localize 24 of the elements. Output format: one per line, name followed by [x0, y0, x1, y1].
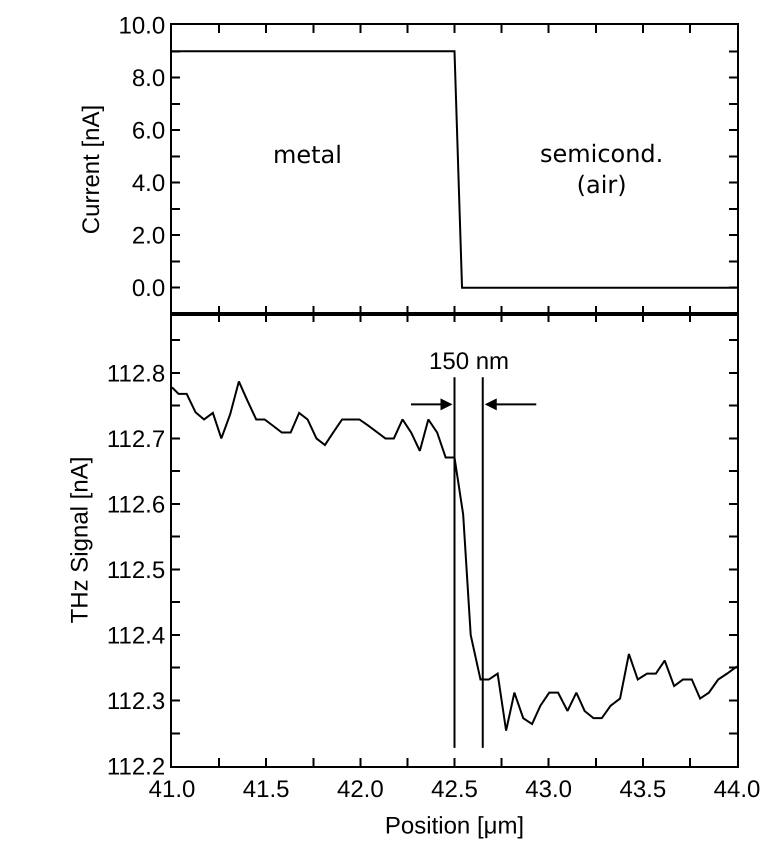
y-tick-label: 112.7: [106, 426, 166, 453]
x-axis-title: Position [μm]: [384, 812, 524, 840]
y-tick-label: 4.0: [132, 170, 166, 198]
y-tick-label: 112.3: [106, 688, 166, 715]
x-tick-label: 43.0: [525, 776, 572, 803]
y-tick-label: 112.8: [106, 360, 166, 388]
y-tick-label: 10.0: [118, 12, 166, 40]
annotation: semicond. (air): [540, 140, 664, 200]
annotation: 150 nm: [429, 348, 510, 375]
y-tick-label: 112.4: [106, 622, 166, 650]
y-tick-label: 112.5: [106, 556, 166, 584]
y-tick-label: 6.0: [132, 117, 166, 144]
y-tick-label: 0.0: [132, 275, 166, 302]
y-tick-label: 112.6: [106, 491, 166, 518]
y-axis-title: THz Signal [nA]: [66, 456, 94, 624]
x-tick-label: 41.5: [242, 776, 290, 803]
y-tick-label: 8.0: [132, 64, 166, 92]
x-tick-label: 44.0: [714, 776, 760, 803]
x-tick-label: 43.5: [619, 776, 666, 803]
x-tick-label: 42.5: [431, 776, 478, 803]
x-tick-label: 42.0: [336, 776, 384, 803]
y-tick-label: 2.0: [132, 222, 166, 250]
y-axis-title: Current [nA]: [78, 104, 106, 234]
annotation: metal: [273, 141, 342, 169]
